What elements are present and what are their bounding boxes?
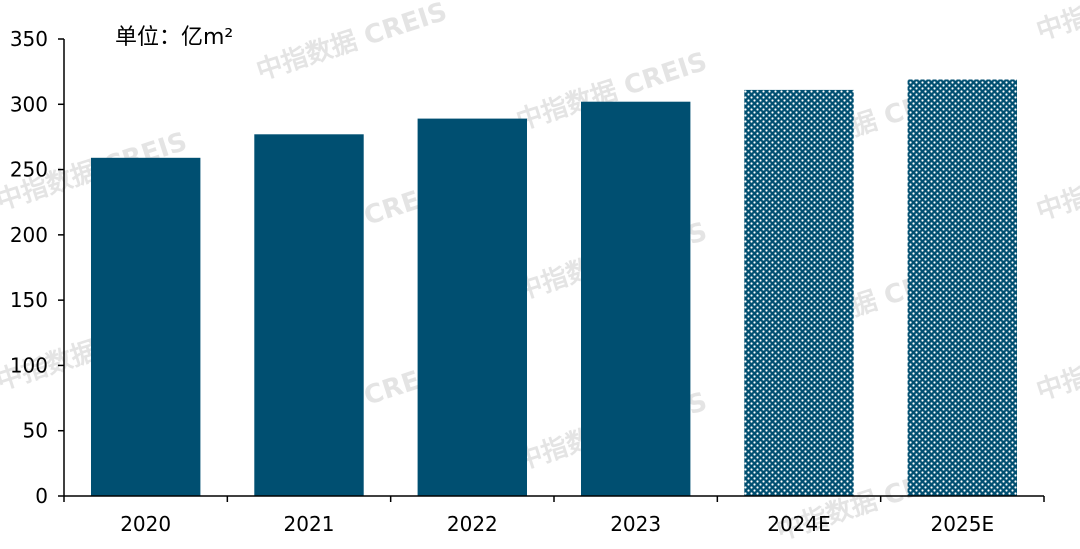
- watermark-text: 中指数据 CREIS: [1033, 137, 1080, 227]
- bar-2020: [91, 157, 201, 497]
- bar-2022: [417, 118, 527, 496]
- y-tick-label: 350: [10, 27, 48, 51]
- labels-group: 0 50 100 150 200 250 300 350 2020 2021 2022 2023 202…: [10, 27, 994, 536]
- bar-2023: [581, 101, 691, 496]
- unit-label: 单位：亿m²: [115, 25, 233, 50]
- y-tick-label: 300: [10, 92, 48, 116]
- x-tick-label: 2021: [284, 512, 335, 536]
- watermark-text: 中指数据 CREIS: [253, 0, 451, 87]
- watermark-text: 中指数据 CREIS: [1033, 0, 1080, 47]
- x-tick-label: 2022: [447, 512, 498, 536]
- y-tick-label: 0: [35, 484, 48, 508]
- y-tick-label: 150: [10, 288, 48, 312]
- bar-2024E: [744, 89, 854, 497]
- x-tick-label: 2024E: [767, 512, 831, 536]
- watermark-text: 中指数据 CREIS: [1033, 317, 1080, 407]
- bar-2021: [254, 134, 364, 497]
- y-tick-label: 100: [10, 353, 48, 377]
- x-tick-label: 2020: [120, 512, 171, 536]
- x-tick-label: 2025E: [931, 512, 995, 536]
- y-tick-label: 250: [10, 158, 48, 182]
- bar-2025E: [907, 79, 1017, 496]
- axes-group: [58, 38, 1045, 502]
- y-tick-label: 200: [10, 223, 48, 247]
- bars-group: [91, 79, 1017, 497]
- y-tick-label: 50: [23, 419, 48, 443]
- x-tick-label: 2023: [610, 512, 661, 536]
